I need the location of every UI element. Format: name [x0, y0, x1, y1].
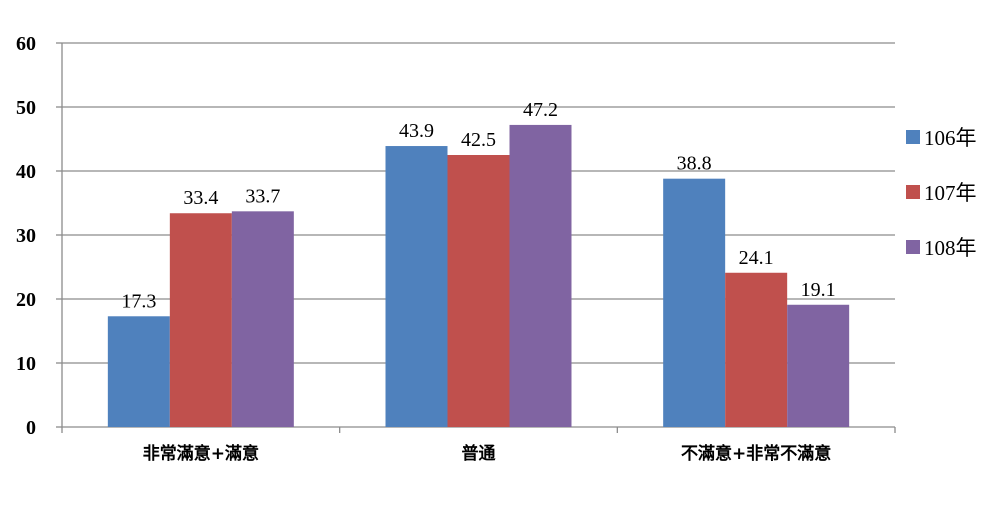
- y-tick-label: 10: [16, 353, 36, 375]
- legend-swatch: [906, 240, 920, 254]
- bar: [787, 304, 850, 427]
- data-label: 43.9: [399, 120, 434, 142]
- legend: 106年 107年 108年: [906, 126, 977, 260]
- bar: [385, 146, 448, 428]
- bar: [231, 211, 294, 427]
- bar: [169, 213, 232, 427]
- data-label: 33.4: [183, 187, 218, 209]
- bar: [447, 155, 510, 427]
- y-tick-label: 40: [16, 161, 36, 183]
- legend-swatch: [906, 185, 920, 199]
- data-label: 38.8: [677, 153, 712, 175]
- bar: [107, 316, 170, 427]
- data-labels: 17.3 33.4 33.7 43.9 42.5 47.2 38.8 24.1 19.1: [121, 99, 835, 312]
- y-tick-label: 50: [16, 97, 36, 119]
- x-tick-label: 普通: [462, 443, 496, 464]
- x-tick-label: 不滿意+非常不滿意: [681, 443, 831, 464]
- bar: [509, 124, 572, 428]
- y-tick-label: 0: [26, 417, 36, 439]
- legend-label: 108年: [924, 236, 977, 260]
- bar: [663, 178, 726, 427]
- data-label: 19.1: [801, 279, 836, 301]
- y-tick-label: 60: [16, 33, 36, 55]
- bars: [107, 124, 850, 428]
- legend-swatch: [906, 130, 920, 144]
- x-tick-label: 非常滿意+滿意: [143, 443, 259, 464]
- data-label: 42.5: [461, 129, 496, 151]
- y-tick-label: 20: [16, 289, 36, 311]
- y-tick-label: 30: [16, 225, 36, 247]
- data-label: 24.1: [739, 247, 774, 269]
- data-label: 33.7: [245, 185, 280, 207]
- legend-label: 107年: [924, 181, 977, 205]
- legend-label: 106年: [924, 126, 977, 150]
- data-label: 47.2: [523, 99, 558, 121]
- bar: [725, 272, 788, 427]
- data-label: 17.3: [121, 290, 156, 312]
